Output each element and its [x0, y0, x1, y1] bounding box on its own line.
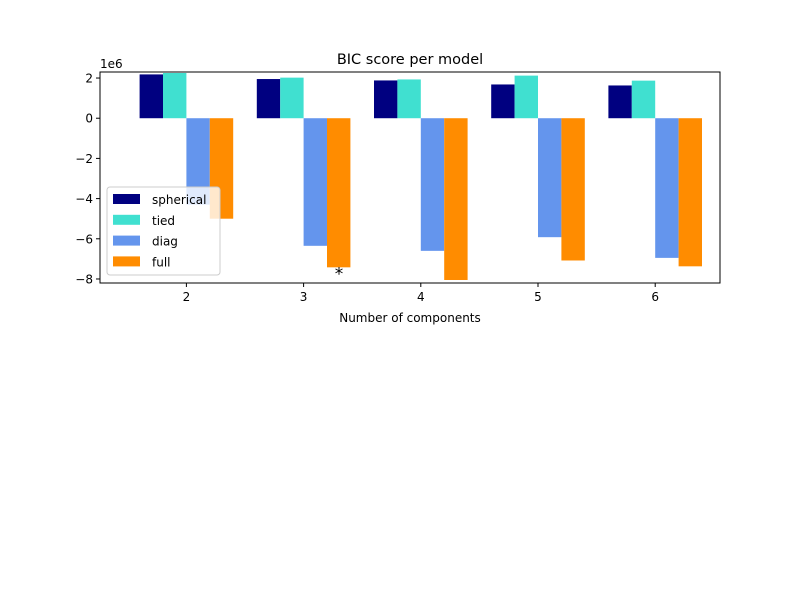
annotation-layer: *: [335, 264, 344, 284]
bar-full-3: [327, 118, 351, 268]
legend-label-full: full: [152, 255, 171, 269]
bar-spherical-4: [374, 80, 398, 119]
x-tick-label: 2: [183, 290, 191, 304]
y-offset-label: 1e6: [100, 57, 123, 71]
legend-swatch-spherical: [113, 194, 140, 204]
y-tick-label: −8: [75, 272, 93, 286]
best-model-marker: *: [335, 264, 344, 284]
y-tick-label: −4: [75, 192, 93, 206]
legend-swatch-tied: [113, 214, 140, 225]
x-tick-label: 6: [651, 290, 659, 304]
legend-box: [106, 186, 221, 276]
x-axis: 2 3 4 5 6: [183, 283, 659, 304]
bar-full-4: [444, 118, 468, 280]
y-tick-label: 2: [85, 72, 93, 86]
bar-tied-2: [163, 73, 187, 119]
legend-swatch-diag: [113, 235, 140, 246]
x-tick-label: 3: [300, 290, 308, 304]
bar-full-6: [678, 118, 702, 267]
bar-tied-6: [631, 80, 656, 119]
bar-diag-3: [303, 118, 327, 246]
legend: spherical tied diag full: [106, 186, 221, 276]
bar-diag-5: [538, 118, 562, 238]
y-tick-label: −2: [75, 152, 93, 166]
bar-spherical-3: [256, 79, 281, 119]
y-axis: 2 0 −2 −4 −6 −8: [75, 72, 100, 286]
legend-label-diag: diag: [152, 235, 178, 249]
bar-spherical-5: [491, 84, 515, 119]
legend-label-spherical: spherical: [152, 193, 206, 207]
bar-tied-4: [397, 79, 421, 119]
bar-spherical-2: [139, 74, 163, 119]
chart-title: BIC score per model: [337, 52, 483, 68]
plot-frame: [99, 71, 721, 284]
bar-diag-2: [186, 118, 210, 205]
y-tick-label: 0: [85, 112, 93, 126]
legend-swatch-full: [113, 256, 140, 267]
bar-tied-3: [280, 77, 304, 119]
x-tick-label: 4: [417, 290, 425, 304]
bar-diag-6: [655, 118, 679, 258]
legend-label-tied: tied: [152, 214, 175, 228]
bar-tied-5: [514, 75, 538, 119]
bar-full-5: [561, 118, 585, 261]
bars-layer: [139, 73, 702, 280]
y-tick-label: −6: [75, 232, 93, 246]
bar-diag-4: [420, 118, 445, 251]
x-axis-label: Number of components: [339, 311, 481, 325]
bar-spherical-6: [608, 85, 632, 119]
x-tick-label: 5: [534, 290, 542, 304]
